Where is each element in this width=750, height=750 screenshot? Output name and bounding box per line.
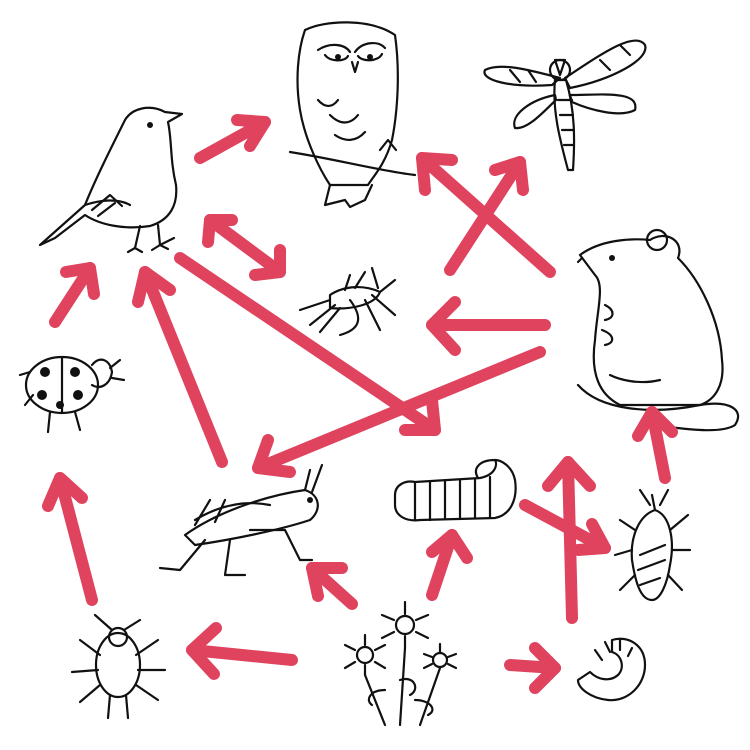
arrow-flowers-to-caterpillar [426, 529, 473, 601]
owl-icon [288, 21, 417, 209]
arrow-flowers-to-grub [504, 642, 561, 694]
arrow-songbird-to-owl [194, 114, 271, 164]
songbird-icon [38, 106, 184, 254]
arrow-mouse-to-grasshopper [252, 346, 546, 478]
arrow-grasshopper-to-songbird [132, 266, 228, 468]
arrow-aphid-to-ladybug [42, 472, 98, 606]
dragonfly-icon [483, 39, 647, 172]
arrow-grub-to-mouse [542, 456, 596, 624]
grub-icon [576, 637, 647, 702]
stink-bug-icon [613, 488, 692, 602]
ladybug-icon [18, 355, 126, 434]
arrow-songbird-mosquito [202, 214, 286, 281]
flowers-icon [343, 600, 458, 727]
arrow-songbird-to-caterpillar [174, 252, 441, 436]
arrow-mouse-to-owl [416, 152, 556, 278]
mouse-icon [576, 228, 740, 432]
arrow-flowers-to-aphid [186, 622, 298, 680]
arrow-mouse-to-mosquito [426, 296, 551, 356]
grasshopper-icon [158, 463, 324, 577]
arrow-flowers-to-grasshopper [306, 562, 358, 610]
mosquito-icon [298, 266, 397, 337]
arrow-stink-bug-to-mouse [632, 406, 678, 484]
caterpillar-icon [393, 458, 517, 522]
arrow-ladybug-to-songbird [49, 262, 100, 328]
aphid-icon [70, 613, 167, 720]
